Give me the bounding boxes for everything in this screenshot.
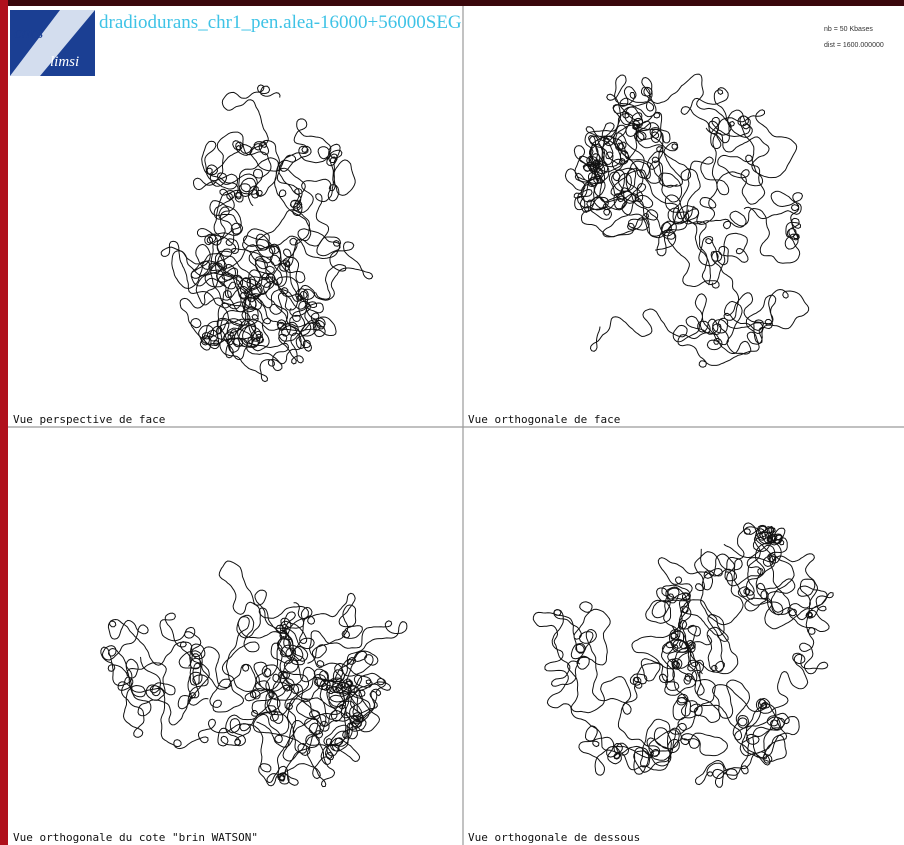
panel-caption: Vue orthogonale de dessous [468, 831, 640, 844]
title: dradiodurans_chr1_pen.alea-16000+56000SE… [99, 12, 462, 33]
panel-caption: Vue orthogonale du cote "brin WATSON" [13, 831, 258, 844]
page: cnrs limsi dradiodurans_chr1_pen.alea-16… [0, 0, 904, 845]
panel-caption: Vue orthogonale de face [468, 413, 620, 426]
info-dist: dist = 1600.000000 [824, 42, 884, 49]
frame-edge [0, 0, 8, 845]
logo-text: limsi [50, 54, 79, 70]
info-nb: nb = 50 Kbases [824, 26, 873, 33]
panel-caption: Vue perspective de face [13, 413, 165, 426]
screen: cnrs limsi dradiodurans_chr1_pen.alea-16… [0, 0, 904, 845]
logo-text: cnrs [14, 23, 44, 42]
logo: cnrs limsi [10, 10, 95, 76]
